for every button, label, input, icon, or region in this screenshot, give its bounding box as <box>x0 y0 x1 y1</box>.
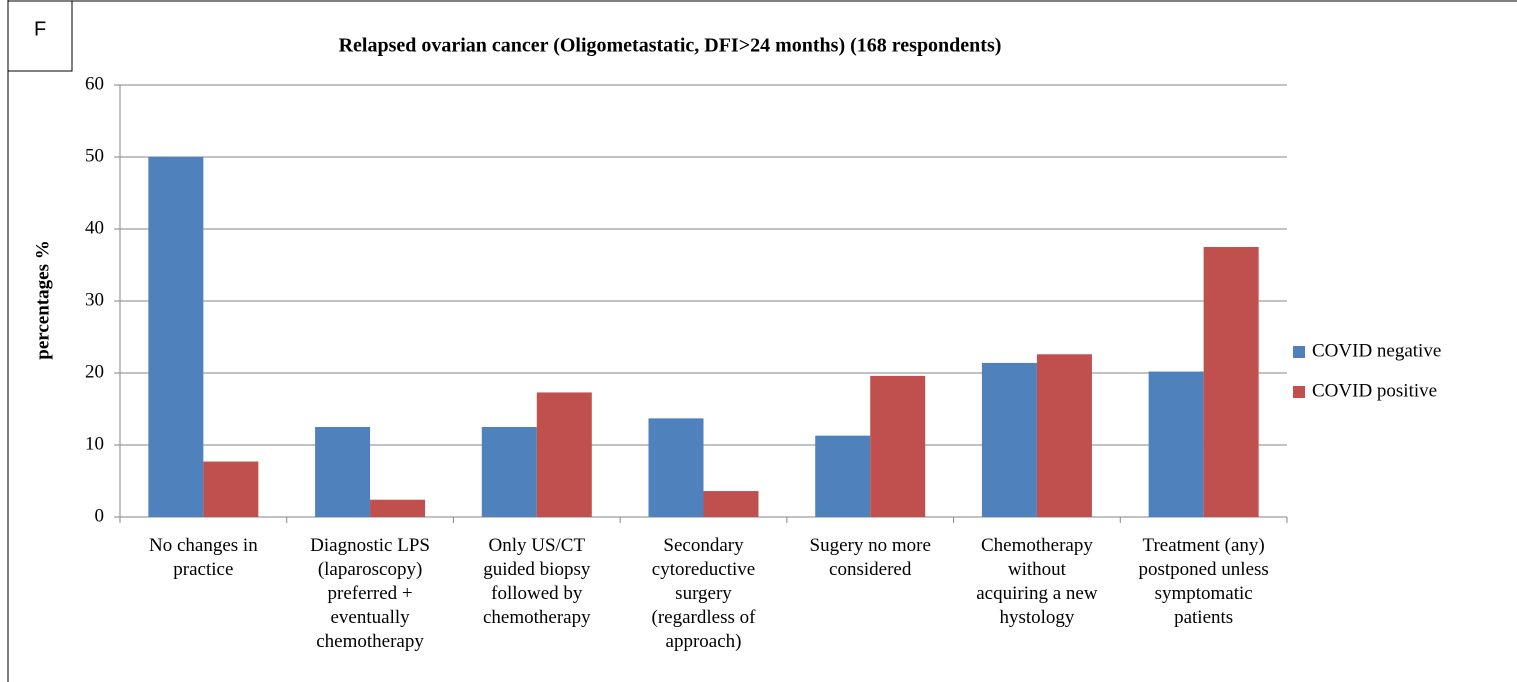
bar <box>481 427 537 517</box>
bar <box>315 427 371 517</box>
bar <box>1148 371 1204 517</box>
legend-label: COVID positive <box>1312 380 1437 401</box>
bar <box>870 375 926 517</box>
legend-swatch <box>1293 346 1305 358</box>
bar <box>815 435 871 517</box>
x-tick-label: No changes in practice <box>149 535 258 580</box>
panel-label: F <box>34 18 46 40</box>
bar <box>703 491 759 517</box>
bar <box>981 362 1037 517</box>
y-tick-label: 20 <box>85 361 104 382</box>
bar <box>148 157 204 517</box>
y-tick-label: 0 <box>95 505 105 526</box>
bar <box>648 418 704 517</box>
x-tick-label: Treatment (any) postponed unless symptomat… <box>1138 535 1268 628</box>
bar <box>536 392 592 517</box>
y-tick-label: 40 <box>85 217 104 238</box>
x-tick-label: Secondary cytoreductive surgery (regardless… <box>652 535 757 652</box>
legend-swatch <box>1293 386 1305 398</box>
y-tick-label: 50 <box>85 145 104 166</box>
bar <box>370 499 426 517</box>
y-tick-label: 60 <box>85 73 104 94</box>
chart-title: Relapsed ovarian cancer (Oligometastatic… <box>339 35 1002 57</box>
y-tick-label: 30 <box>85 289 104 310</box>
x-tick-label: Chemotherapy without acquiring a new hystol… <box>976 535 1098 628</box>
y-tick-label: 10 <box>85 433 104 454</box>
x-tick-label: Only US/CT guided biopsy followed by chemot… <box>483 535 591 628</box>
bar <box>203 461 259 517</box>
bar <box>1203 247 1259 517</box>
y-axis-label: percentages % <box>32 240 53 359</box>
x-tick-label: Diagnostic LPS (laparoscopy) preferred + ev… <box>310 535 430 652</box>
bar <box>1036 354 1092 517</box>
x-tick-label: Sugery no more considered <box>810 535 931 580</box>
legend-label: COVID negative <box>1312 340 1441 361</box>
panel-box <box>7 0 73 72</box>
